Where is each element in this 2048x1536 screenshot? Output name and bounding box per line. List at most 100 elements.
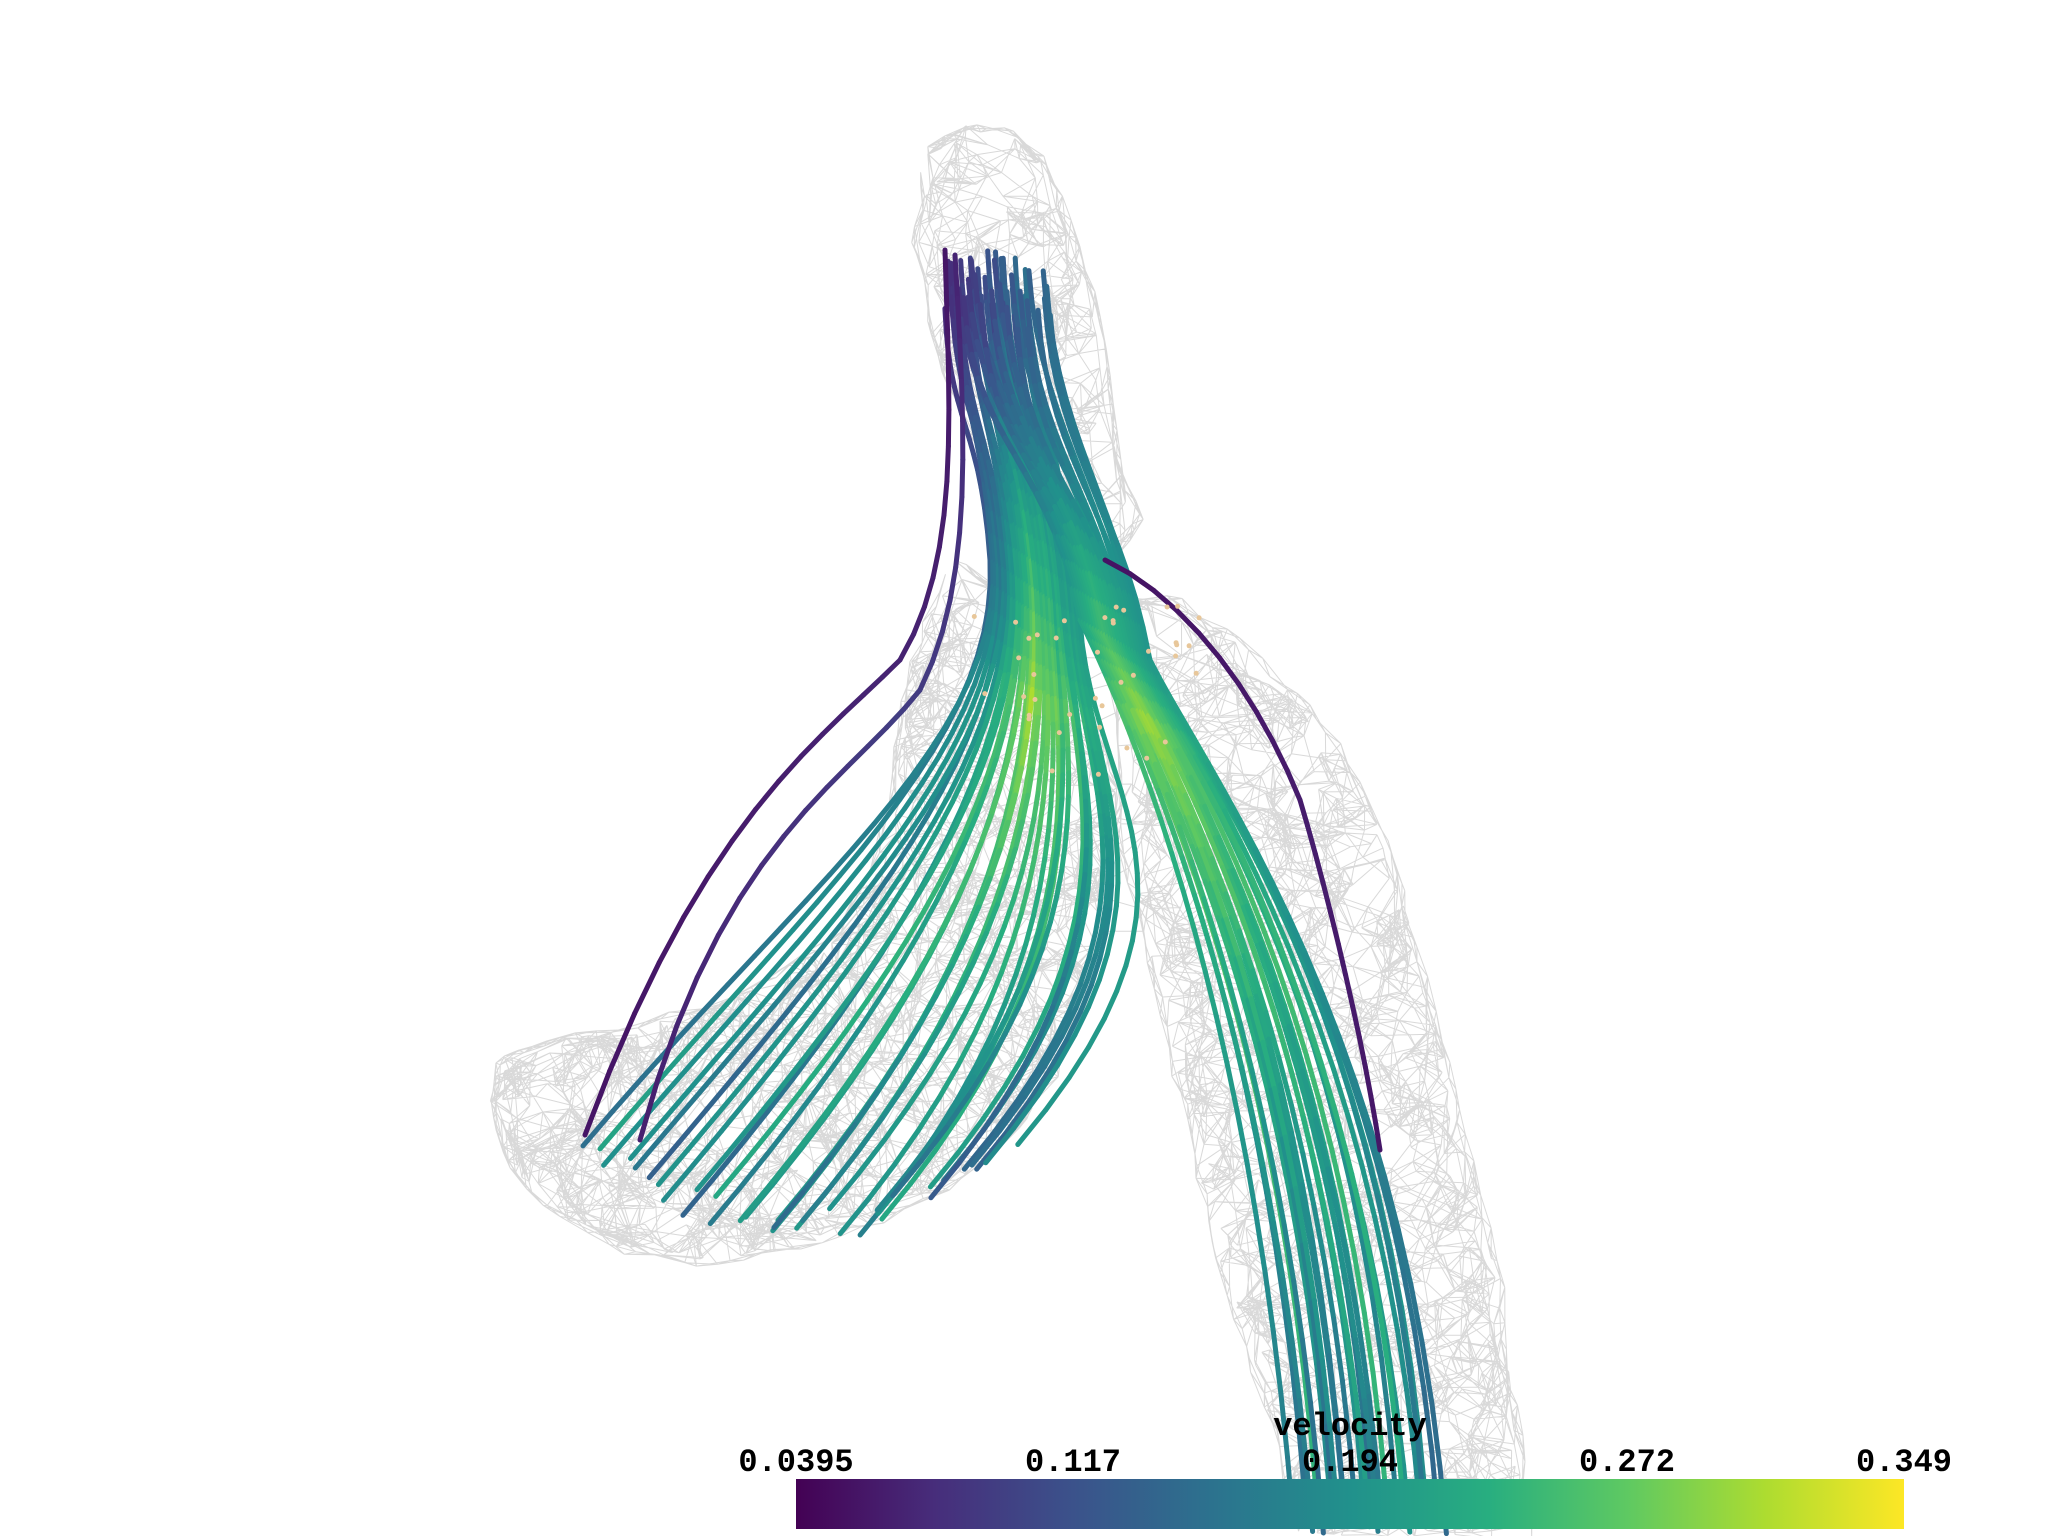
- streamline-segment: [962, 812, 979, 846]
- streamline-segment: [1289, 1336, 1303, 1403]
- streamline-segment: [977, 659, 991, 689]
- streamline-segment: [628, 1121, 663, 1161]
- streamline-segment: [1065, 676, 1074, 705]
- streamline-segment: [1178, 714, 1197, 742]
- streamline-segment: [1360, 1413, 1372, 1485]
- seed-particle: [1164, 604, 1170, 610]
- streamline-segment: [932, 792, 952, 824]
- streamline-segment: [1084, 531, 1099, 560]
- streamline-segment: [1025, 583, 1032, 613]
- streamline-segment: [1040, 772, 1049, 805]
- streamline-segment: [1038, 406, 1051, 433]
- streamline-segment: [1074, 746, 1083, 775]
- streamline-segment: [843, 888, 870, 922]
- streamline-segment: [1124, 569, 1139, 601]
- streamline-segment: [984, 749, 998, 781]
- streamline-segment: [1357, 1332, 1372, 1399]
- streamline-segment: [974, 338, 987, 369]
- streamline-segment: [1026, 816, 1037, 848]
- streamline-segment: [970, 716, 986, 747]
- streamline-segment: [1036, 563, 1045, 597]
- streamline-segment: [1411, 1326, 1427, 1392]
- streamline-segment: [1060, 395, 1072, 424]
- streamline-segment: [1005, 674, 1015, 705]
- streamline-segment: [1076, 639, 1085, 669]
- streamline-segment: [1028, 406, 1041, 432]
- streamline-segment: [1286, 1188, 1302, 1249]
- streamline-segment: [1028, 436, 1044, 462]
- streamline-segment: [1003, 382, 1016, 410]
- streamline-segment: [1032, 1018, 1053, 1053]
- streamline-segment: [996, 672, 1008, 704]
- streamline-segment: [961, 295, 970, 331]
- streamline-segment: [903, 910, 926, 944]
- streamline-segment: [1188, 774, 1208, 809]
- streamline-segment: [1202, 878, 1221, 921]
- streamline-segment: [1072, 613, 1079, 643]
- streamline-segment: [1361, 1310, 1376, 1376]
- seed-particle: [1026, 635, 1032, 641]
- streamline-segment: [1091, 748, 1101, 775]
- streamline-segment: [753, 778, 782, 812]
- streamline-segment: [1104, 927, 1116, 957]
- streamline-segment: [1099, 858, 1106, 887]
- streamline-segment: [1029, 299, 1039, 334]
- streamline-segment: [1129, 829, 1138, 855]
- streamline-segment: [1386, 1246, 1402, 1309]
- streamline-segment: [1289, 975, 1310, 1022]
- velocity-streamlines: [580, 247, 1449, 1536]
- streamline-segment: [1279, 1136, 1296, 1194]
- streamline-segment: [946, 766, 965, 798]
- streamline-segment: [674, 975, 700, 1028]
- streamline-segment: [886, 987, 911, 1024]
- streamline-segment: [1145, 713, 1163, 743]
- streamline-segment: [1348, 1184, 1365, 1244]
- streamline-segment: [987, 583, 996, 613]
- streamline-segment: [632, 1130, 668, 1171]
- streamline-segment: [1000, 671, 1011, 702]
- streamline-segment: [1216, 834, 1236, 873]
- streamline-segment: [1009, 911, 1024, 946]
- streamline-segment: [957, 494, 965, 536]
- streamline-segment: [999, 591, 1007, 621]
- streamline-segment: [1073, 440, 1087, 466]
- streamline-segment: [1110, 539, 1125, 570]
- streamline-segment: [798, 731, 826, 759]
- streamline-segment: [1053, 447, 1067, 471]
- streamline-segment: [1023, 554, 1031, 588]
- streamline-segment: [1057, 674, 1064, 704]
- streamline-segment: [1008, 763, 1020, 796]
- streamline-segment: [1058, 604, 1066, 635]
- seed-particle: [1026, 712, 1032, 718]
- streamline-segment: [1253, 709, 1275, 743]
- streamline-segment: [988, 666, 1000, 697]
- streamline-segment: [1311, 1204, 1327, 1265]
- streamline-segment: [1086, 1016, 1107, 1050]
- streamline-segment: [1170, 764, 1189, 798]
- streamline-segment: [1206, 831, 1226, 870]
- streamline-segment: [1005, 647, 1015, 677]
- streamline-segment: [1341, 1198, 1357, 1258]
- streamline-segment: [1029, 514, 1039, 543]
- streamline-segment: [1339, 1378, 1353, 1447]
- streamline-segment: [969, 1128, 1003, 1168]
- streamline-segment: [1029, 495, 1038, 522]
- streamline-segment: [916, 818, 937, 851]
- streamline-segment: [970, 930, 989, 966]
- streamline-segment: [1075, 897, 1085, 928]
- streamline-segment: [990, 923, 1007, 958]
- streamline-segment: [1034, 490, 1051, 517]
- streamline-segment: [1062, 523, 1078, 550]
- streamline-segment: [1000, 312, 1011, 345]
- streamline-segment: [1299, 1242, 1314, 1306]
- streamline-segment: [694, 932, 721, 980]
- streamline-segment: [961, 343, 969, 368]
- streamline-segment: [1324, 1218, 1341, 1280]
- streamline-segment: [1319, 1358, 1332, 1427]
- streamline-segment: [1066, 914, 1078, 946]
- streamline-segment: [1175, 727, 1194, 757]
- streamline-segment: [920, 826, 941, 859]
- streamline-segment: [737, 862, 765, 901]
